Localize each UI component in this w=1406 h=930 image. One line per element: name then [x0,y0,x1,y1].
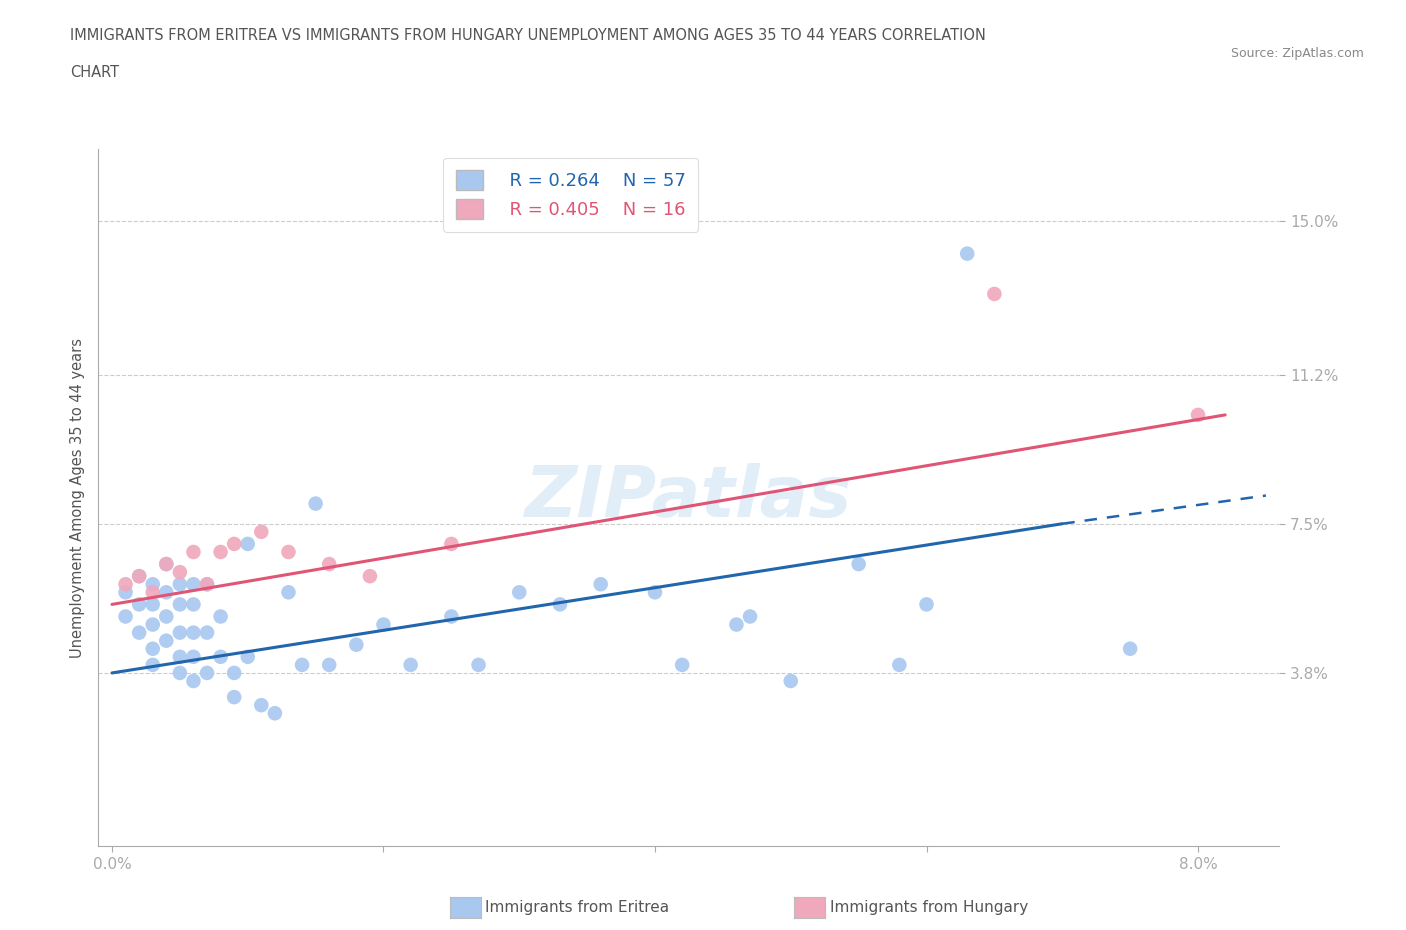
Point [183,649,205,664]
Text: Immigrants from Eritrea: Immigrants from Eritrea [485,900,669,915]
Point [725,618,748,632]
Point [209,649,232,664]
Point [224,537,246,551]
Point [195,666,218,681]
Text: IMMIGRANTS FROM ERITREA VS IMMIGRANTS FROM HUNGARY UNEMPLOYMENT AMONG AGES 35 TO: IMMIGRANTS FROM ERITREA VS IMMIGRANTS FR… [70,28,986,43]
Point [304,497,326,512]
Point [983,286,1005,301]
Point [236,537,259,551]
Y-axis label: Unemployment Among Ages 35 to 44 years: Unemployment Among Ages 35 to 44 years [69,338,84,658]
Point [344,637,367,652]
Point [209,545,232,560]
Point [169,649,191,664]
Point [277,545,299,560]
Point [142,577,165,591]
Point [142,585,165,600]
Point [155,557,177,572]
Point [209,609,232,624]
Point [779,673,801,688]
Point [169,565,191,579]
Point [169,597,191,612]
Point [889,658,911,672]
Point [114,577,136,591]
Point [142,618,165,632]
Point [142,597,165,612]
Point [169,577,191,591]
Point [848,557,870,572]
Point [250,698,273,712]
Point [467,658,489,672]
Legend:   R = 0.264    N = 57,   R = 0.405    N = 16: R = 0.264 N = 57, R = 0.405 N = 16 [443,158,699,232]
Point [142,642,165,657]
Point [169,666,191,681]
Point [277,585,299,600]
Point [155,557,177,572]
Text: Source: ZipAtlas.com: Source: ZipAtlas.com [1230,46,1364,60]
Point [128,569,150,584]
Point [738,609,761,624]
Point [128,625,150,640]
Point [128,569,150,584]
Point [915,597,938,612]
Point [155,585,177,600]
Point [548,597,571,612]
Point [142,658,165,672]
Point [671,658,693,672]
Point [236,649,259,664]
Point [264,706,287,721]
Point [224,690,246,705]
Point [195,625,218,640]
Point [183,673,205,688]
Point [183,597,205,612]
Point [318,658,340,672]
Point [183,545,205,560]
Point [250,525,273,539]
Point [169,625,191,640]
Point [956,246,979,261]
Point [440,537,463,551]
Point [128,597,150,612]
Text: ZIPatlas: ZIPatlas [526,463,852,532]
Point [373,618,395,632]
Point [644,585,666,600]
Point [114,585,136,600]
Point [399,658,422,672]
Point [155,609,177,624]
Text: CHART: CHART [70,65,120,80]
Point [183,625,205,640]
Point [440,609,463,624]
Point [155,633,177,648]
Point [183,577,205,591]
Point [195,577,218,591]
Point [508,585,530,600]
Point [1187,407,1209,422]
Point [224,666,246,681]
Point [114,609,136,624]
Point [291,658,314,672]
Point [589,577,612,591]
Point [1119,642,1142,657]
Point [318,557,340,572]
Point [359,569,381,584]
Point [195,577,218,591]
Text: Immigrants from Hungary: Immigrants from Hungary [830,900,1028,915]
